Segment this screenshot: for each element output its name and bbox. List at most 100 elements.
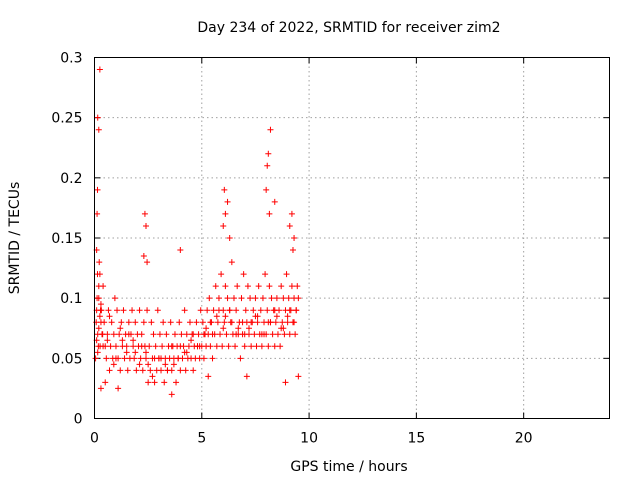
data-point	[283, 271, 290, 278]
data-point	[110, 331, 117, 338]
data-point	[254, 313, 261, 320]
data-point	[286, 222, 293, 229]
data-point	[100, 343, 107, 350]
data-point	[186, 319, 193, 326]
data-point	[95, 325, 102, 332]
data-point	[190, 367, 197, 374]
data-point	[103, 355, 110, 362]
data-point	[129, 307, 136, 314]
data-point	[200, 355, 207, 362]
data-point	[104, 337, 111, 344]
data-point	[178, 331, 185, 338]
data-point	[291, 319, 298, 326]
data-point	[95, 126, 102, 133]
data-point	[284, 319, 291, 326]
data-point	[145, 361, 152, 368]
data-point	[163, 331, 170, 338]
data-point	[266, 210, 273, 217]
data-point	[221, 186, 228, 193]
data-point	[140, 253, 147, 260]
data-point	[252, 295, 259, 302]
data-point	[258, 343, 265, 350]
data-point	[111, 295, 118, 302]
data-point	[177, 247, 184, 254]
data-point	[277, 343, 284, 350]
data-point	[224, 295, 231, 302]
data-point	[248, 319, 255, 326]
data-point	[286, 331, 293, 338]
data-point	[95, 295, 102, 302]
data-point	[264, 307, 271, 314]
data-point	[288, 283, 295, 290]
data-point	[268, 295, 275, 302]
x-tick-label: 15	[407, 431, 425, 447]
data-point	[280, 325, 287, 332]
data-point	[274, 331, 281, 338]
data-point	[209, 355, 216, 362]
data-point	[285, 295, 292, 302]
data-point	[110, 361, 117, 368]
data-point	[220, 222, 227, 229]
data-point	[144, 259, 151, 266]
data-point	[217, 331, 224, 338]
data-point	[199, 319, 206, 326]
data-point	[117, 367, 124, 374]
data-point	[158, 355, 165, 362]
data-point	[185, 343, 192, 350]
data-point	[262, 271, 269, 278]
data-point	[218, 271, 225, 278]
data-point	[114, 307, 121, 314]
data-point	[168, 343, 175, 350]
data-point	[243, 373, 250, 380]
data-point	[133, 367, 140, 374]
data-point	[159, 343, 166, 350]
data-point	[215, 307, 222, 314]
data-point	[143, 355, 149, 362]
chart-title: Day 234 of 2022, SRMTID for receiver zim…	[197, 20, 500, 36]
data-point	[200, 331, 207, 338]
data-point	[177, 343, 184, 350]
data-point	[136, 361, 143, 368]
data-point	[212, 283, 219, 290]
data-point	[106, 313, 113, 320]
data-point	[248, 343, 255, 350]
data-point	[257, 307, 264, 314]
data-point	[226, 307, 233, 314]
y-tick-label: 0.25	[51, 111, 82, 127]
x-tick-label: 5	[197, 431, 206, 447]
data-point	[269, 331, 276, 338]
data-point	[108, 319, 115, 326]
data-point	[222, 313, 229, 320]
data-point	[264, 162, 271, 169]
data-point	[148, 319, 155, 326]
data-point	[214, 319, 221, 326]
data-point	[210, 307, 217, 314]
data-point	[173, 379, 180, 386]
data-point	[205, 373, 212, 380]
data-point	[282, 379, 289, 386]
y-tick-label: 0.3	[60, 51, 82, 67]
data-point	[188, 337, 195, 344]
data-point	[151, 379, 158, 386]
data-point	[271, 198, 278, 205]
data-point	[265, 150, 272, 157]
data-point	[279, 319, 286, 326]
data-point	[284, 313, 291, 320]
data-point	[143, 349, 149, 356]
data-point	[215, 295, 222, 302]
data-point	[286, 307, 293, 314]
data-point	[125, 319, 132, 326]
data-point	[107, 343, 114, 350]
data-point	[94, 271, 101, 278]
data-point	[247, 295, 254, 302]
data-point	[176, 319, 183, 326]
data-point	[151, 355, 158, 362]
data-point	[125, 331, 132, 338]
data-point	[232, 343, 239, 350]
y-tick-label: 0.15	[51, 231, 82, 247]
gridlines	[94, 57, 610, 419]
data-point	[181, 307, 188, 314]
data-point	[137, 355, 144, 362]
data-point	[101, 319, 108, 326]
data-point	[281, 331, 288, 338]
